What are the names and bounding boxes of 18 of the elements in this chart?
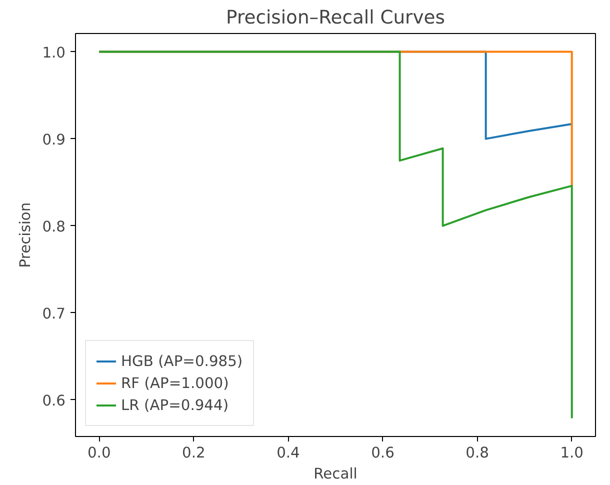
x-tick-label: 1.0 [560, 444, 584, 462]
y-tick-label: 0.6 [42, 392, 66, 410]
x-tick-label: 0.6 [371, 444, 394, 462]
y-tick-label: 0.7 [42, 305, 66, 322]
x-tick-label: 0.0 [87, 444, 111, 462]
chart-title: Precision–Recall Curves [226, 8, 445, 28]
legend-label: RF (AP=1.000) [121, 374, 229, 392]
x-tick-label: 0.4 [276, 444, 300, 462]
line-series [98, 50, 573, 420]
y-tick-label: 0.9 [42, 131, 66, 148]
x-tick-label: 0.8 [466, 444, 489, 462]
x-tick-label: 0.2 [182, 444, 206, 462]
y-tick-label: 1.0 [42, 44, 66, 62]
legend-label: HGB (AP=0.985) [121, 352, 243, 370]
x-axis-title: Recall [314, 466, 358, 482]
y-tick-label: 0.8 [42, 218, 66, 236]
y-axis-title: Precision [17, 202, 34, 268]
legend-label: LR (AP=0.944) [121, 396, 229, 414]
